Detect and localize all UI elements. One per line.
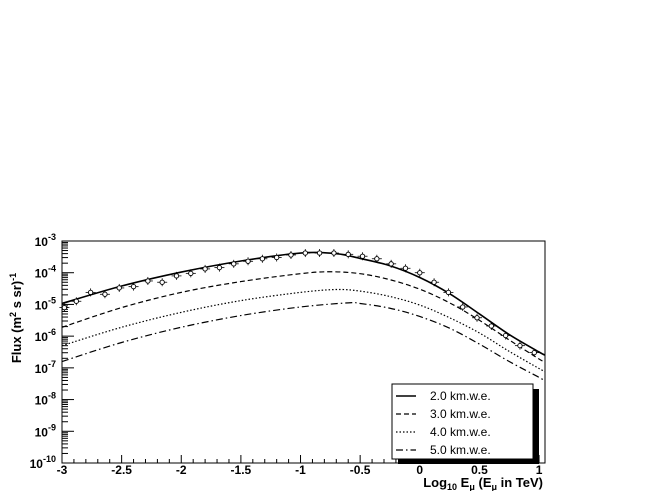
data-marker [243,257,254,266]
y-tick-label: 10-3 [35,232,56,249]
data-markers [59,249,540,357]
data-marker [59,303,70,312]
data-marker [472,313,483,322]
x-tick-label: -2 [176,463,187,477]
y-tick-label: 10-6 [35,327,56,344]
legend: 2.0 km.w.e. 3.0 km.w.e. 4.0 km.w.e. 5.0 km.… [391,383,539,464]
y-tick-label: 10-4 [35,264,56,281]
data-marker [328,249,339,258]
series-line-1 [61,251,546,356]
legend-label: 5.0 km.w.e. [430,443,491,457]
legend-label: 3.0 km.w.e. [430,407,491,421]
series-lines [61,251,546,382]
y-tick-label: 10-7 [35,359,56,376]
series-line-2 [61,271,546,363]
data-marker [357,252,368,261]
data-marker [99,290,110,299]
data-marker [314,249,325,258]
y-tick-label: 10-5 [35,295,56,312]
x-tick-label: -1 [295,463,306,477]
x-tick-label: -3 [57,463,68,477]
y-tick-label: 10-9 [35,422,56,439]
legend-label: 4.0 km.w.e. [430,425,491,439]
data-marker [128,282,139,291]
data-marker [85,288,96,297]
data-marker [429,278,440,287]
x-tick-label: 0.5 [471,463,488,477]
data-marker [71,297,82,306]
data-marker [343,250,354,259]
x-axis: -3 -2.5 -2 -1.5 -1 -0.5 0 0.5 1 [57,455,543,477]
data-marker [400,264,411,273]
x-axis-title: Log10 Eμ (Eμ in TeV) [423,475,543,491]
data-marker [500,331,511,340]
data-marker [457,302,468,311]
data-marker [114,283,125,292]
data-marker [271,253,282,262]
data-marker [200,264,211,273]
data-marker [228,259,239,268]
data-marker [285,250,296,259]
y-axis: 10-10 10-9 10-8 10-7 10-6 10-5 10-4 10-3 [30,232,74,471]
series-line-3 [61,288,546,373]
data-marker [214,263,225,272]
x-tick-label: -2.5 [111,463,132,477]
data-marker [414,268,425,277]
data-marker [142,276,153,285]
data-marker [157,278,168,287]
data-marker [371,254,382,263]
plot-area: -3 -2.5 -2 -1.5 -1 -0.5 0 0.5 1 10-1010-910-810-… [30,232,546,477]
plot-frame [61,240,546,464]
x-tick-label: -1.5 [231,463,252,477]
x-tick-label: 0 [416,463,423,477]
legend-label: 2.0 km.w.e. [430,389,491,403]
y-axis-title: Flux (m2 s sr)-1 [8,273,24,363]
data-marker [386,259,397,268]
data-marker [185,269,196,278]
y-tick-label: 10-10 [30,454,56,471]
x-tick-label: -0.5 [350,463,371,477]
y-tick-label: 10-8 [35,391,56,408]
x-tick-label: 1 [536,463,543,477]
data-marker [171,271,182,280]
data-marker [514,341,525,350]
data-marker [486,321,497,330]
data-marker [300,249,311,258]
data-marker [529,348,540,357]
data-marker [257,254,268,263]
series-line-4 [61,301,546,382]
data-marker [443,288,454,297]
